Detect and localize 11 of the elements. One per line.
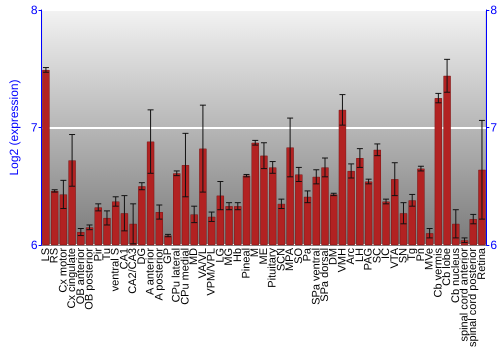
- x-tick-label: A posterior: [153, 248, 166, 301]
- x-tick-label: Tg: [406, 248, 418, 261]
- y2-tick-label: 6: [490, 238, 498, 252]
- y-tick-label: 8: [30, 3, 38, 17]
- x-tick-label: OB posterior: [84, 248, 96, 310]
- y-tick-label: 7: [30, 120, 38, 134]
- y-axis-title: Log2 (expression): [7, 79, 21, 176]
- x-tick-label: Retina: [476, 247, 488, 280]
- y2-tick-label: 8: [490, 3, 498, 17]
- y2-tick-label: 7: [490, 120, 498, 134]
- y-tick-label: 6: [30, 238, 38, 252]
